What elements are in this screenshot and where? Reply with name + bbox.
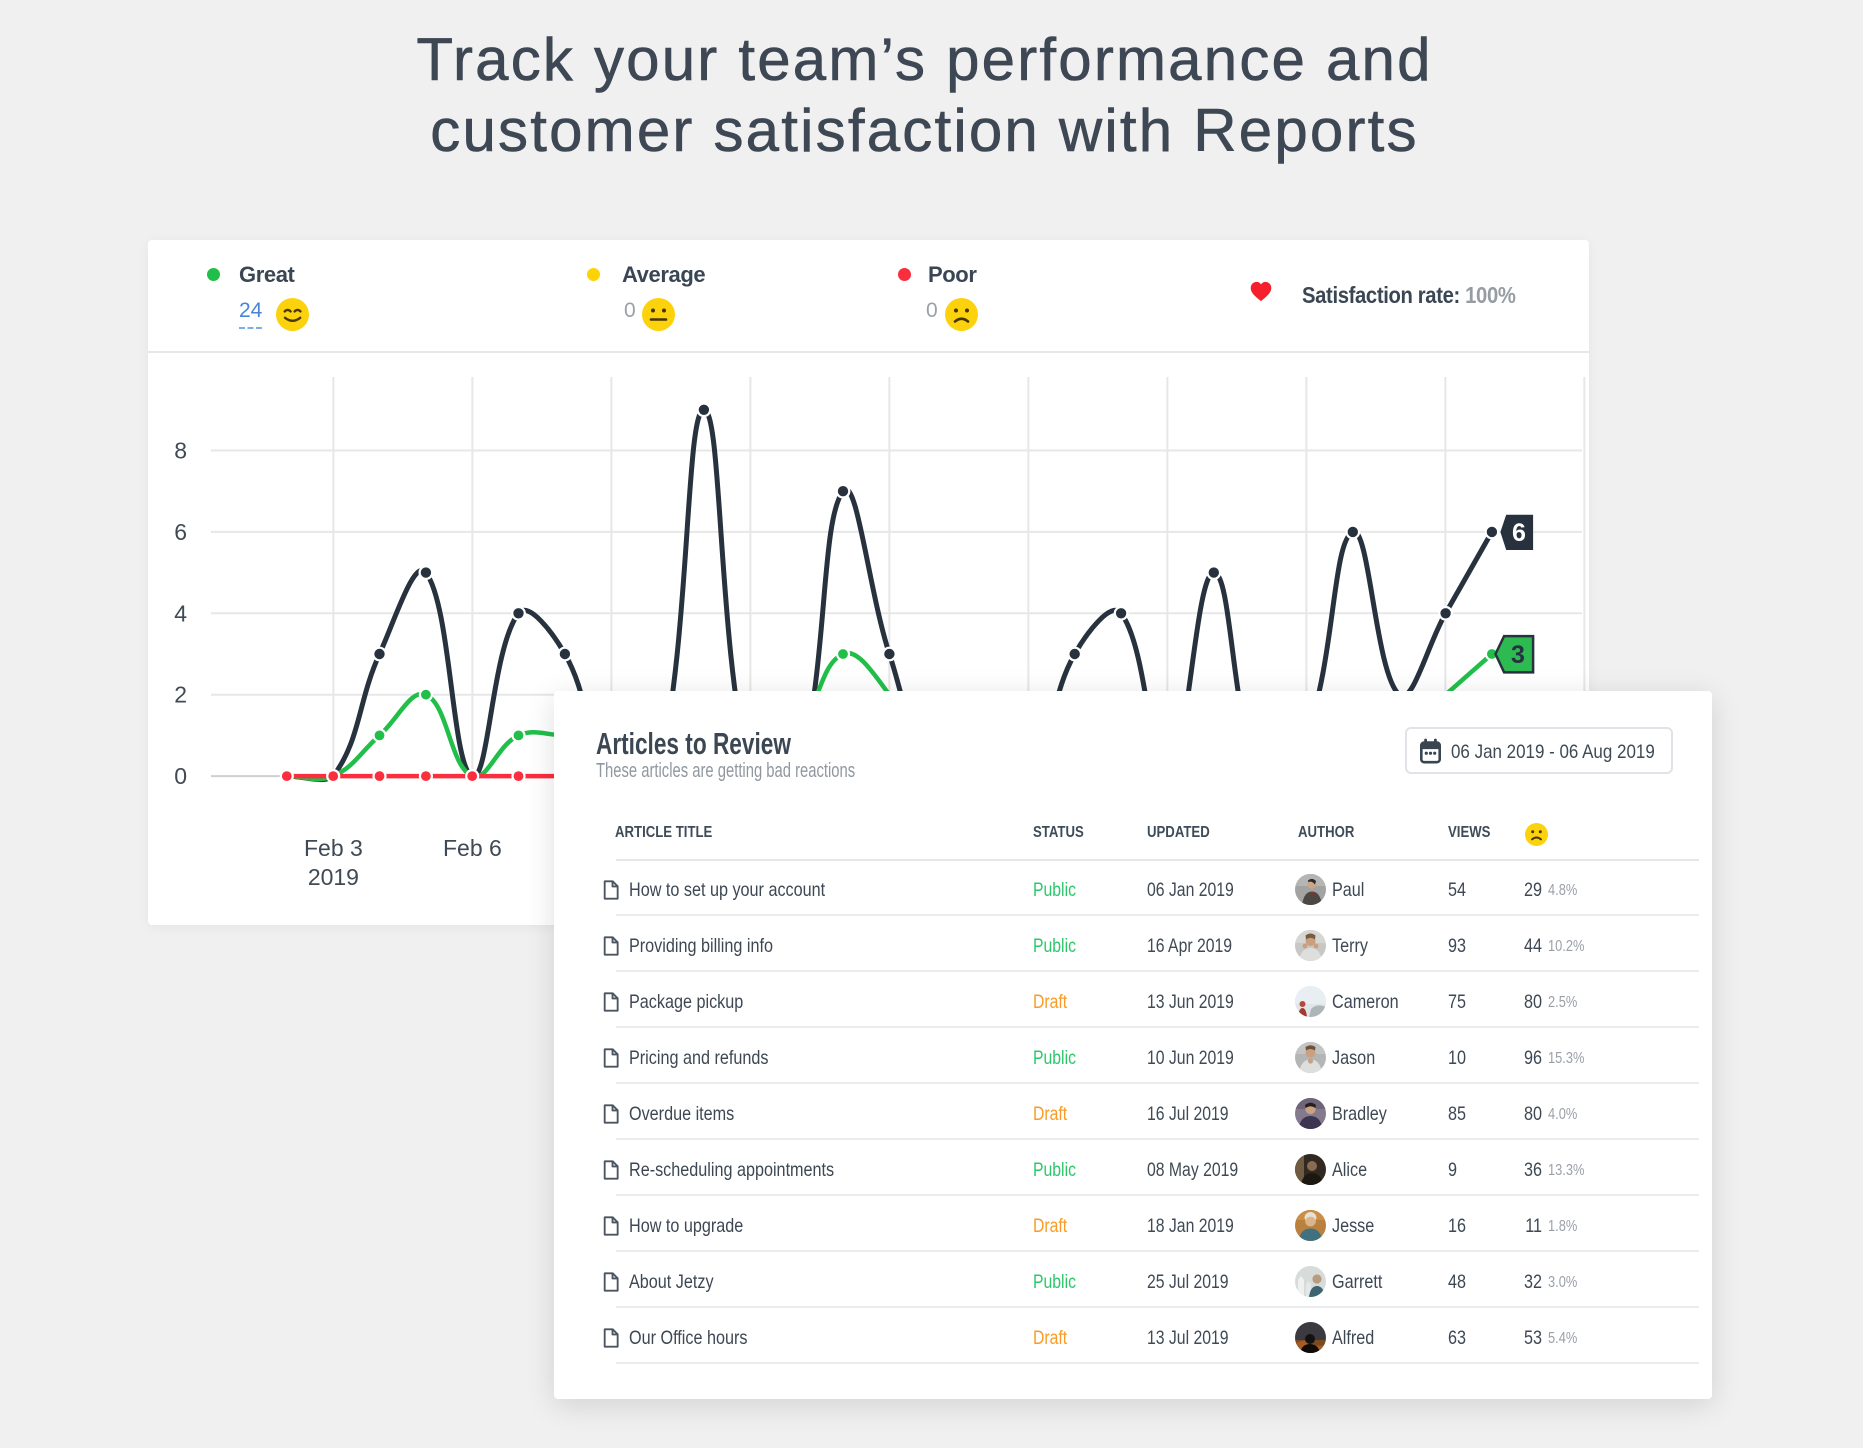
svg-text:Feb 6: Feb 6 (443, 835, 502, 861)
svg-text:6: 6 (174, 519, 187, 545)
svg-text:4: 4 (174, 600, 187, 626)
svg-text:8: 8 (174, 438, 187, 464)
svg-text:6: 6 (1512, 519, 1526, 547)
svg-text:Feb 3: Feb 3 (304, 835, 363, 861)
svg-text:3: 3 (1511, 641, 1525, 669)
svg-text:0: 0 (174, 763, 187, 789)
svg-text:2: 2 (174, 682, 187, 708)
svg-text:2019: 2019 (308, 864, 359, 890)
